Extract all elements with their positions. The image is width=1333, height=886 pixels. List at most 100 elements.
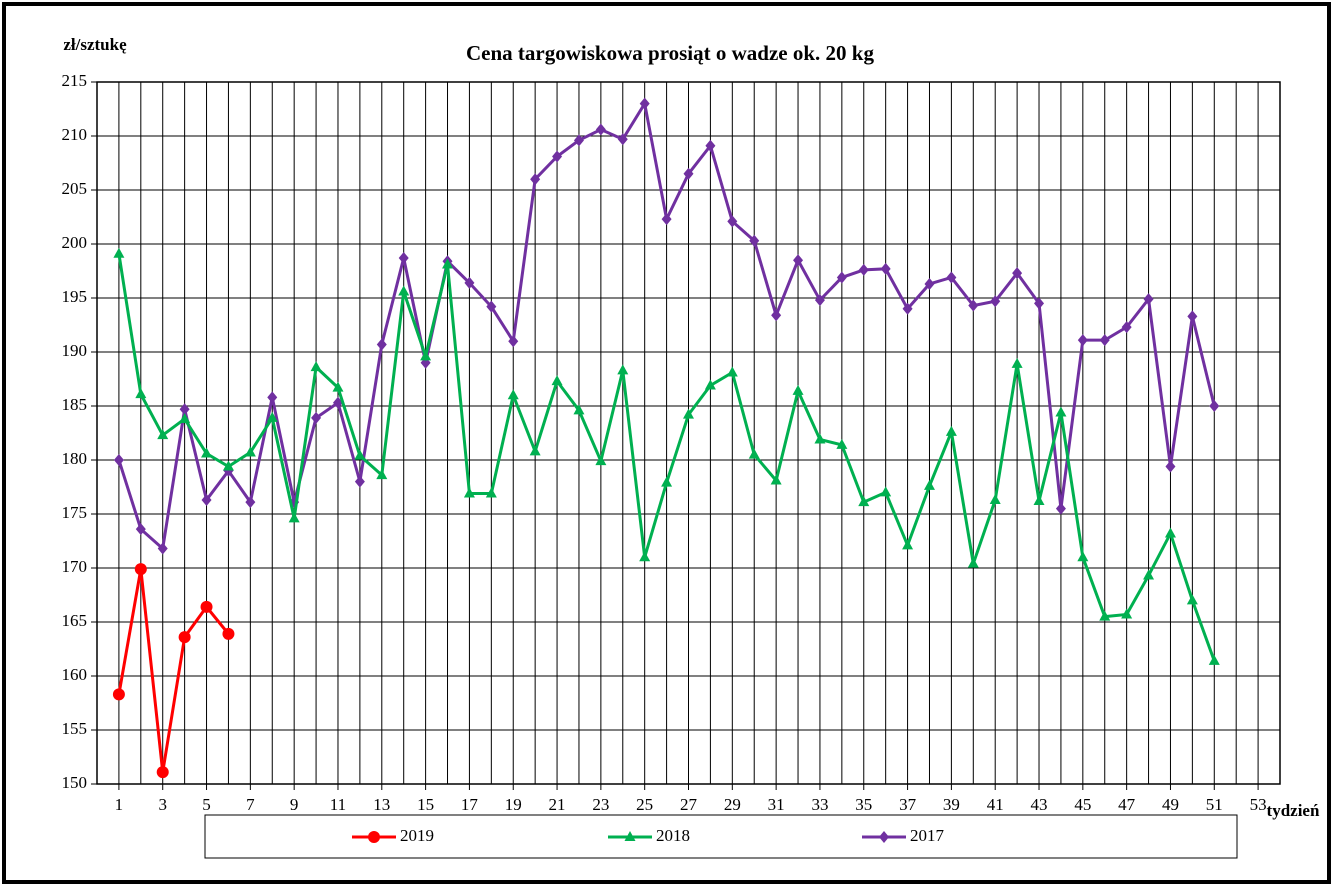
marker (157, 429, 169, 440)
x-tick-label: 27 (680, 795, 698, 814)
x-axis-label: tydzień (1267, 801, 1320, 820)
marker (244, 446, 256, 457)
x-tick-label: 29 (724, 795, 741, 814)
x-tick-label: 1 (115, 795, 124, 814)
marker (201, 493, 212, 506)
y-tick-label: 150 (62, 773, 88, 792)
marker (814, 433, 826, 444)
marker (792, 384, 804, 395)
marker (222, 627, 235, 640)
x-tick-label: 31 (768, 795, 785, 814)
marker (967, 557, 979, 568)
marker (726, 366, 738, 377)
x-tick-label: 21 (549, 795, 566, 814)
marker (157, 542, 168, 555)
marker (617, 364, 629, 375)
y-axis-label: zł/sztukę (63, 35, 127, 54)
marker (179, 412, 191, 423)
marker (968, 299, 979, 312)
y-tick-label: 200 (62, 233, 88, 252)
y-tick-label: 185 (62, 395, 88, 414)
marker (486, 300, 497, 313)
legend-label: 2017 (910, 826, 945, 845)
marker (661, 476, 673, 487)
y-tick-label: 155 (62, 719, 88, 738)
marker (112, 688, 125, 701)
marker (990, 295, 1001, 308)
marker (989, 493, 1001, 504)
x-tick-label: 51 (1206, 795, 1223, 814)
marker (858, 496, 870, 507)
y-tick-label: 215 (62, 71, 88, 90)
plot-area (96, 81, 1281, 785)
marker (507, 389, 519, 400)
marker (946, 271, 957, 284)
x-tick-label: 11 (330, 795, 346, 814)
marker (945, 425, 957, 436)
marker (201, 447, 213, 458)
marker (1034, 297, 1045, 310)
marker (134, 563, 147, 576)
y-tick-label: 170 (62, 557, 88, 576)
marker (529, 445, 541, 456)
marker (1099, 334, 1110, 347)
marker (398, 252, 409, 265)
marker (1077, 551, 1089, 562)
marker (1209, 400, 1220, 412)
marker (639, 551, 651, 562)
marker (267, 391, 278, 404)
marker (376, 338, 387, 351)
marker (880, 262, 891, 275)
marker (880, 486, 892, 497)
x-tick-label: 5 (202, 795, 211, 814)
marker (135, 523, 146, 536)
marker (836, 271, 847, 284)
marker (1011, 357, 1023, 368)
marker (771, 309, 782, 322)
marker (836, 438, 848, 449)
marker (222, 460, 234, 471)
marker (442, 258, 454, 269)
x-tick-label: 47 (1118, 795, 1136, 814)
x-tick-label: 39 (943, 795, 960, 814)
marker (793, 254, 804, 267)
marker (354, 449, 366, 460)
marker (245, 496, 256, 509)
x-tick-label: 13 (373, 795, 390, 814)
marker (508, 335, 519, 348)
marker (1187, 310, 1198, 323)
x-tick-label: 33 (811, 795, 828, 814)
marker (530, 173, 541, 186)
marker (1055, 502, 1066, 515)
y-tick-label: 180 (62, 449, 88, 468)
y-tick-label: 160 (62, 665, 88, 684)
marker (923, 479, 935, 490)
marker (552, 150, 563, 163)
marker (902, 302, 913, 315)
marker (156, 766, 169, 779)
x-tick-label: 53 (1250, 795, 1267, 814)
marker (332, 381, 344, 392)
marker (1055, 406, 1067, 417)
marker (1186, 594, 1198, 605)
marker (705, 139, 716, 152)
x-tick-label: 45 (1074, 795, 1091, 814)
y-tick-label: 165 (62, 611, 88, 630)
marker (770, 474, 782, 485)
marker (1077, 334, 1088, 347)
y-tick-label: 205 (62, 179, 88, 198)
marker (661, 213, 672, 226)
marker (1121, 321, 1132, 334)
marker (639, 97, 650, 110)
marker (902, 539, 914, 550)
x-tick-label: 17 (461, 795, 479, 814)
marker (749, 234, 760, 247)
marker (1165, 460, 1176, 473)
marker (354, 475, 365, 488)
marker (178, 631, 191, 644)
legend-label: 2018 (656, 826, 690, 845)
marker (113, 454, 124, 466)
marker (1099, 610, 1111, 621)
